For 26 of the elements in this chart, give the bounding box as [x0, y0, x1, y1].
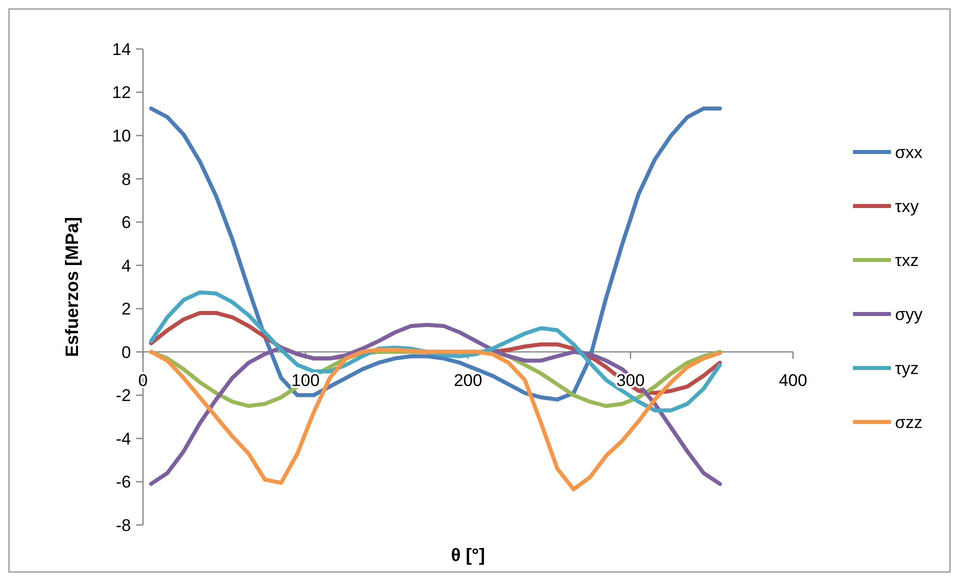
y-tick-label: 12: [112, 83, 131, 102]
x-tick-label: 0: [138, 370, 148, 390]
y-tick-label: -2: [116, 386, 131, 406]
y-tick-label: 14: [112, 40, 131, 59]
line-series: [149, 348, 722, 492]
legend-label: σyy: [895, 304, 923, 324]
legend-label: τyz: [895, 358, 919, 378]
y-tick-label: 10: [112, 126, 131, 146]
y-tick-label: 0: [122, 342, 131, 362]
y-tick-label: -6: [116, 472, 131, 492]
legend-label: σzz: [895, 412, 922, 432]
y-tick-label: 6: [122, 213, 131, 232]
legend-label: σxx: [895, 142, 923, 162]
line-series: [149, 322, 722, 486]
x-axis-title: θ [°]: [451, 545, 485, 565]
x-tick-label: 400: [778, 370, 808, 390]
line-series: [149, 106, 722, 402]
y-tick-label: -8: [116, 516, 131, 535]
y-axis-title: Esfuerzos [MPa]: [62, 216, 82, 358]
legend-label: τxz: [895, 250, 919, 270]
y-tick-label: 4: [122, 256, 131, 276]
x-tick-label: 200: [454, 370, 482, 390]
legend-label: τxy: [895, 196, 920, 216]
y-tick-label: 2: [122, 300, 131, 319]
y-tick-label: 8: [122, 170, 131, 189]
y-tick-label: -4: [116, 429, 131, 448]
